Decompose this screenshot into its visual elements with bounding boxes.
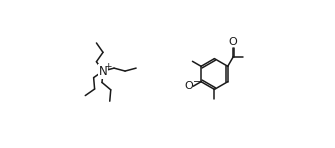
Text: O: O bbox=[184, 81, 193, 91]
Text: N: N bbox=[98, 65, 107, 78]
Text: −: − bbox=[193, 77, 201, 87]
Text: +: + bbox=[104, 62, 112, 71]
Text: O: O bbox=[229, 37, 238, 47]
